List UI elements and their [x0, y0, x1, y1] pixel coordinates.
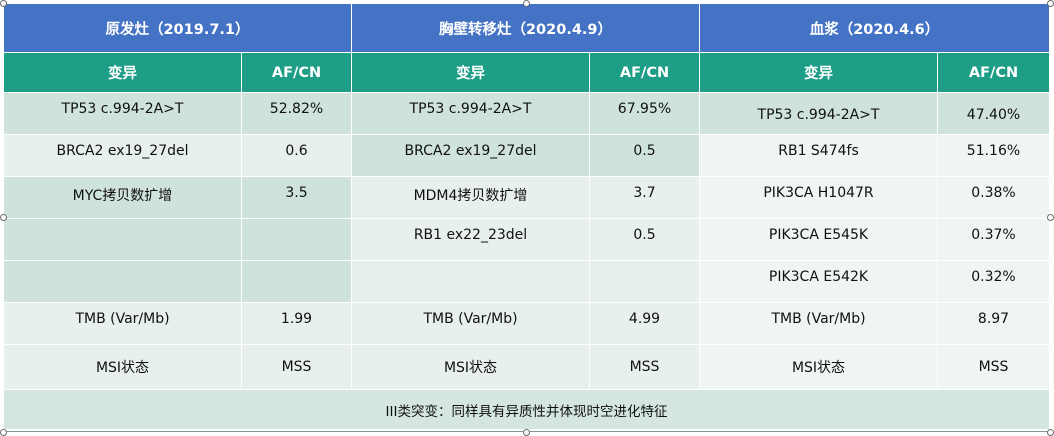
variant-cell: MSI状态	[3, 344, 242, 390]
resize-handle-bottom-right[interactable]	[1047, 429, 1054, 436]
variant-cell: PIK3CA H1047R	[699, 176, 938, 219]
variant-cell: MSI状态	[351, 344, 590, 390]
afcn-cell: 0.37%	[937, 218, 1050, 261]
column-header-row: 变异 AF/CN 变异 AF/CN 变异 AF/CN	[3, 52, 1050, 93]
variant-cell: MYC拷贝数扩增	[3, 176, 242, 219]
variant-cell: TMB (Var/Mb)	[3, 302, 242, 345]
afcn-cell: 0.5	[589, 218, 700, 261]
resize-handle-top-right[interactable]	[1047, 0, 1054, 7]
resize-handle-bottom[interactable]	[523, 429, 530, 436]
table-row: TMB (Var/Mb) 1.99 TMB (Var/Mb) 4.99 TMB …	[3, 302, 1050, 345]
afcn-cell: MSS	[589, 344, 700, 390]
footer-row: III类突变：同样具有异质性并体现时空进化特征	[3, 389, 1050, 430]
afcn-cell: 3.7	[589, 176, 700, 219]
header-primary: 原发灶（2019.7.1）	[3, 3, 352, 53]
afcn-cell	[589, 260, 700, 303]
variant-cell: BRCA2 ex19_27del	[3, 134, 242, 177]
afcn-cell: 47.40%	[937, 92, 1050, 135]
afcn-cell: 3.5	[241, 176, 352, 219]
variant-cell: TP53 c.994-2A>T	[699, 92, 938, 135]
header-plasma: 血浆（2020.4.6）	[699, 3, 1050, 53]
sample-header-row: 原发灶（2019.7.1） 胸壁转移灶（2020.4.9） 血浆（2020.4.…	[3, 3, 1050, 53]
variant-cell: TMB (Var/Mb)	[699, 302, 938, 345]
afcn-cell: 52.82%	[241, 92, 352, 135]
afcn-cell: 4.99	[589, 302, 700, 345]
variant-cell: RB1 ex22_23del	[351, 218, 590, 261]
variant-cell: BRCA2 ex19_27del	[351, 134, 590, 177]
afcn-cell: MSS	[937, 344, 1050, 390]
afcn-cell: MSS	[241, 344, 352, 390]
variant-cell	[351, 260, 590, 303]
table-row: MYC拷贝数扩增 3.5 MDM4拷贝数扩增 3.7 PIK3CA H1047R…	[3, 176, 1050, 219]
resize-handle-right[interactable]	[1047, 214, 1054, 221]
afcn-cell	[241, 218, 352, 261]
afcn-cell: 67.95%	[589, 92, 700, 135]
afcn-cell: 51.16%	[937, 134, 1050, 177]
variant-cell	[3, 218, 242, 261]
variant-cell: MDM4拷贝数扩增	[351, 176, 590, 219]
col-afcn-2: AF/CN	[589, 52, 700, 93]
resize-handle-top[interactable]	[523, 0, 530, 7]
variant-cell: PIK3CA E542K	[699, 260, 938, 303]
col-afcn-1: AF/CN	[241, 52, 352, 93]
afcn-cell: 8.97	[937, 302, 1050, 345]
variant-cell	[3, 260, 242, 303]
table-row: TP53 c.994-2A>T 52.82% TP53 c.994-2A>T 6…	[3, 92, 1050, 135]
mutation-table: 原发灶（2019.7.1） 胸壁转移灶（2020.4.9） 血浆（2020.4.…	[3, 3, 1050, 430]
table-row: BRCA2 ex19_27del 0.6 BRCA2 ex19_27del 0.…	[3, 134, 1050, 177]
resize-handle-top-left[interactable]	[0, 0, 7, 7]
footer-note: III类突变：同样具有异质性并体现时空进化特征	[3, 389, 1050, 430]
afcn-cell: 0.38%	[937, 176, 1050, 219]
variant-cell: TP53 c.994-2A>T	[3, 92, 242, 135]
variant-cell: PIK3CA E545K	[699, 218, 938, 261]
afcn-cell: 1.99	[241, 302, 352, 345]
afcn-cell: 0.32%	[937, 260, 1050, 303]
afcn-cell: 0.6	[241, 134, 352, 177]
resize-handle-bottom-left[interactable]	[0, 429, 7, 436]
variant-cell: TP53 c.994-2A>T	[351, 92, 590, 135]
afcn-cell	[241, 260, 352, 303]
variant-cell: TMB (Var/Mb)	[351, 302, 590, 345]
table-row: RB1 ex22_23del 0.5 PIK3CA E545K 0.37%	[3, 218, 1050, 261]
variant-cell: RB1 S474fs	[699, 134, 938, 177]
col-variant-1: 变异	[3, 52, 242, 93]
table-row: MSI状态 MSS MSI状态 MSS MSI状态 MSS	[3, 344, 1050, 390]
col-afcn-3: AF/CN	[937, 52, 1050, 93]
variant-cell: MSI状态	[699, 344, 938, 390]
col-variant-3: 变异	[699, 52, 938, 93]
table-row: PIK3CA E542K 0.32%	[3, 260, 1050, 303]
afcn-cell: 0.5	[589, 134, 700, 177]
header-chest-wall: 胸壁转移灶（2020.4.9）	[351, 3, 700, 53]
resize-handle-left[interactable]	[0, 214, 7, 221]
col-variant-2: 变异	[351, 52, 590, 93]
